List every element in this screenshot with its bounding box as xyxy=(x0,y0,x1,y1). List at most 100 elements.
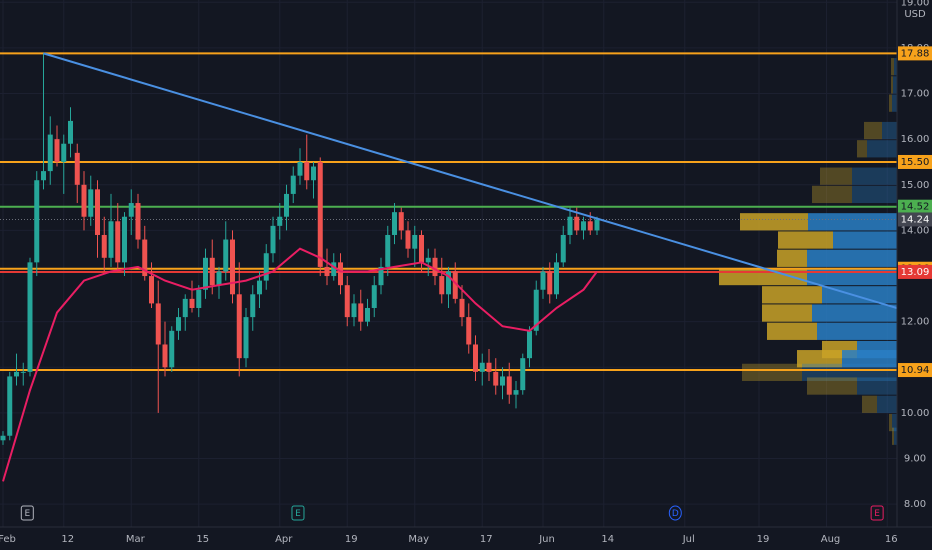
event-label: D xyxy=(672,509,679,519)
profile-up xyxy=(807,249,897,267)
event-label: E xyxy=(874,509,880,519)
candle-body xyxy=(34,180,40,263)
profile-down xyxy=(762,304,812,322)
candle-body xyxy=(506,376,512,395)
profile-down xyxy=(740,213,808,231)
candle-body xyxy=(47,134,53,172)
profile-down xyxy=(889,413,892,432)
y-tick-label: 14.00 xyxy=(901,225,930,236)
candle-body xyxy=(574,216,580,231)
candle-body xyxy=(459,298,465,318)
profile-up xyxy=(808,213,897,231)
candle-body xyxy=(95,189,100,235)
candle-body xyxy=(486,362,492,372)
candle-body xyxy=(425,257,431,263)
candle-body xyxy=(189,298,195,308)
y-tick-label: 16.00 xyxy=(901,134,930,145)
profile-up xyxy=(817,322,897,340)
candle-body xyxy=(473,344,478,372)
candle-body xyxy=(27,262,33,372)
price-label-box xyxy=(898,363,932,378)
candle-body xyxy=(452,271,458,299)
candle-body xyxy=(290,175,296,194)
x-tick-label: 17 xyxy=(480,534,493,545)
candle-body xyxy=(513,390,519,395)
candle-body xyxy=(155,303,161,345)
profile-down xyxy=(812,185,852,204)
profile-down xyxy=(889,94,892,112)
event-label: E xyxy=(295,509,301,519)
candle-body xyxy=(560,234,566,263)
candle-body xyxy=(14,371,19,377)
profile-up xyxy=(894,427,897,445)
candle-body xyxy=(331,262,337,277)
candle-body xyxy=(243,317,249,359)
candle-body xyxy=(176,317,181,331)
candle-body xyxy=(324,266,330,277)
profile-down xyxy=(862,395,877,413)
candle-body xyxy=(108,221,114,258)
profile-down xyxy=(777,249,807,267)
y-tick-label: 15.00 xyxy=(901,180,930,191)
candle-body xyxy=(223,239,229,272)
candle-body xyxy=(54,139,60,162)
candle-body xyxy=(547,271,553,295)
candle-body xyxy=(344,285,350,318)
profile-up xyxy=(852,185,897,204)
x-tick-label: 14 xyxy=(601,534,614,545)
candle-body xyxy=(554,262,559,295)
profile-down xyxy=(892,427,894,445)
profile-down xyxy=(807,377,857,395)
x-tick-label: 15 xyxy=(196,534,209,545)
event-marker xyxy=(668,505,682,521)
candle-body xyxy=(371,285,377,308)
price-label: 14.52 xyxy=(901,202,930,213)
profile-up xyxy=(893,76,897,94)
candle-body xyxy=(338,262,343,286)
candle-body xyxy=(500,376,505,386)
price-label: 13.09 xyxy=(901,267,930,278)
profile-down xyxy=(820,167,852,185)
price-label: 10.94 xyxy=(901,365,930,376)
x-tick-label: Mar xyxy=(126,534,146,545)
y-tick-label: 10.00 xyxy=(901,408,930,419)
candle-body xyxy=(128,203,134,217)
candle-body xyxy=(581,221,586,231)
x-tick-label: 16 xyxy=(885,534,898,545)
x-tick-label: Apr xyxy=(275,534,293,545)
profile-up xyxy=(892,94,897,112)
candle-body xyxy=(378,266,384,286)
x-tick-label: 19 xyxy=(345,534,358,545)
profile-down xyxy=(762,286,822,304)
candle-body xyxy=(311,166,316,181)
candle-body xyxy=(250,294,256,318)
candle-body xyxy=(365,307,370,322)
x-tick-label: Aug xyxy=(821,534,841,545)
price-label-box xyxy=(898,46,932,61)
moving-average xyxy=(2,247,598,482)
x-tick-label: 19 xyxy=(757,534,770,545)
trend-line xyxy=(43,52,897,309)
candle-body xyxy=(479,362,485,372)
candle-body xyxy=(257,280,262,295)
profile-down xyxy=(891,58,894,76)
profile-down xyxy=(864,121,882,140)
x-tick-label: Feb xyxy=(0,534,16,545)
y-tick-label: 17.00 xyxy=(901,89,930,100)
candle-body xyxy=(358,303,364,322)
candle-body xyxy=(398,212,404,231)
profile-up xyxy=(857,377,897,395)
profile-up xyxy=(882,121,897,140)
candle-body xyxy=(142,239,148,277)
x-tick-label: May xyxy=(408,534,429,545)
candle-body xyxy=(230,239,235,295)
candle-body xyxy=(533,289,539,331)
profile-up xyxy=(833,231,897,249)
profile-down xyxy=(891,76,893,94)
candle-body xyxy=(101,234,107,258)
candle-body xyxy=(169,330,175,368)
event-label: E xyxy=(24,509,30,519)
candle-body xyxy=(135,203,141,240)
candle-body xyxy=(236,294,242,359)
candle-body xyxy=(20,371,26,373)
